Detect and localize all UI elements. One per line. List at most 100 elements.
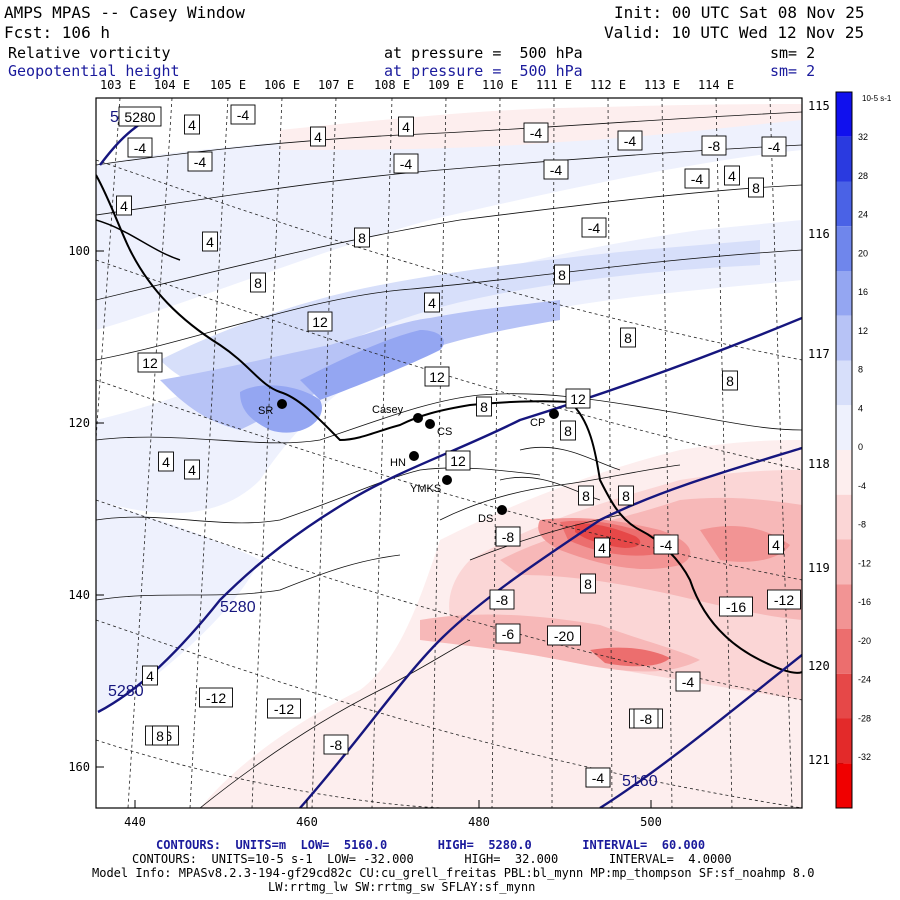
contour-label: 8 <box>580 573 596 594</box>
colorbar-label: -32 <box>858 752 871 762</box>
station-label: Casey <box>372 404 404 416</box>
contour-label: -6 <box>495 623 521 644</box>
svg-text:12: 12 <box>450 453 466 469</box>
svg-text:12: 12 <box>142 355 158 371</box>
colorbar-label: 32 <box>858 132 868 142</box>
contour-label: 4 <box>768 534 784 555</box>
svg-text:5280: 5280 <box>124 109 155 125</box>
colorbar-label: 8 <box>858 365 863 375</box>
contour-label: 4 <box>184 114 200 135</box>
svg-text:8: 8 <box>156 728 164 744</box>
station-label: DS <box>478 513 493 525</box>
contour-label: 8 <box>578 485 594 506</box>
contour-label: 8 <box>722 370 738 391</box>
svg-text:4: 4 <box>428 295 436 311</box>
right-longitude-labels: 115 E 116 E 117 E 118 E 119 E 120 E 121 E <box>808 99 844 767</box>
contour-label: -8 <box>633 708 659 729</box>
svg-text:4: 4 <box>162 454 170 470</box>
contour-label: -4 <box>581 217 607 238</box>
contour-label: -4 <box>523 122 549 143</box>
svg-text:4: 4 <box>206 234 214 250</box>
svg-text:-12: -12 <box>206 690 226 706</box>
field2-name: Geopotential height <box>8 62 180 80</box>
top-longitude-label: 114 E <box>698 78 734 92</box>
svg-text:-4: -4 <box>237 107 250 123</box>
colorbar-swatch <box>836 539 852 585</box>
colorbar-swatch <box>836 629 852 674</box>
contour-label: 8 <box>152 725 168 746</box>
contour-label: -12 <box>199 687 233 708</box>
contour-label: 8 <box>618 485 634 506</box>
colorbar-swatch <box>836 673 852 719</box>
contour-label: -16 <box>719 596 753 617</box>
svg-text:4: 4 <box>188 462 196 478</box>
height-contour-info: CONTOURS: UNITS=m LOW= 5160.0 HIGH= 5280… <box>156 838 706 852</box>
svg-text:4: 4 <box>120 198 128 214</box>
x-axis-label: 460 <box>296 815 318 829</box>
colorbar-frame <box>835 91 853 809</box>
contour-label: 12 <box>137 352 163 373</box>
field1-name: Relative vorticity <box>8 44 171 62</box>
field1-pressure: at pressure = 500 hPa <box>384 44 583 62</box>
top-longitude-label: 108 E <box>374 78 410 92</box>
colorbar-label: -24 <box>858 675 871 685</box>
contour-label: -4 <box>675 671 701 692</box>
svg-text:12: 12 <box>429 369 445 385</box>
svg-text:4: 4 <box>314 129 322 145</box>
station-label: SR <box>258 405 273 417</box>
field2-pressure: at pressure = 500 hPa <box>384 62 583 80</box>
svg-text:8: 8 <box>622 488 630 504</box>
svg-text:4: 4 <box>146 668 154 684</box>
svg-text:-12: -12 <box>274 701 294 717</box>
svg-text:8: 8 <box>564 423 572 439</box>
contour-label: -12 <box>767 589 801 610</box>
contour-label: -4 <box>585 767 611 788</box>
top-longitude-label: 110 E <box>482 78 518 92</box>
contour-label: 8 <box>560 420 576 441</box>
svg-text:-4: -4 <box>592 770 605 786</box>
contour-label: -4 <box>543 159 569 180</box>
field1-smoothing: sm= 2 <box>770 44 816 62</box>
x-axis-label: 500 <box>640 815 662 829</box>
model-info: Model Info: MPASv8.2.3-194-gf29cd82c CU:… <box>92 866 815 880</box>
colorbar-label: 12 <box>858 326 868 336</box>
lat-lon-grid <box>96 98 802 808</box>
right-longitude-label: 119 E <box>808 561 844 575</box>
svg-text:-8: -8 <box>708 138 721 154</box>
colorbar-swatch <box>836 718 852 764</box>
contour-label: -4 <box>761 136 787 157</box>
contour-label: 8 <box>620 327 636 348</box>
colorbar-swatch <box>836 136 852 182</box>
valid-time: Valid: 10 UTC Wed 12 Nov 25 <box>604 23 865 42</box>
svg-text:8: 8 <box>558 267 566 283</box>
svg-text:-4: -4 <box>194 154 207 170</box>
svg-text:8: 8 <box>584 576 592 592</box>
svg-text:8: 8 <box>624 330 632 346</box>
colorbar-unit: 10-5 s-1 <box>862 94 892 103</box>
init-time: Init: 00 UTC Sat 08 Nov 25 <box>614 3 865 22</box>
station-marker <box>442 475 452 485</box>
contour-label: 5280 <box>118 106 162 127</box>
colorbar-swatch <box>836 92 852 137</box>
colorbar-swatch <box>836 584 852 629</box>
model-info-physics: LW:rrtmg_lw SW:rrtmg_sw SFLAY:sf_mynn <box>268 880 536 894</box>
x-axis-label: 480 <box>468 815 490 829</box>
top-longitude-label: 106 E <box>264 78 300 92</box>
contour-label: -4 <box>230 104 256 125</box>
colorbar-swatch <box>836 763 852 808</box>
contour-label: 8 <box>748 177 764 198</box>
contour-label: 4 <box>116 195 132 216</box>
top-longitude-label: 113 E <box>644 78 680 92</box>
x-axis-label: 440 <box>124 815 146 829</box>
contour-label: 4 <box>398 116 414 137</box>
colorbar-swatch <box>836 494 852 540</box>
colorbar-label: -28 <box>858 713 871 723</box>
contour-label: 4 <box>158 451 174 472</box>
y-axis-label: 160 <box>68 760 90 774</box>
svg-text:8: 8 <box>582 488 590 504</box>
map-title: AMPS MPAS -- Casey Window <box>4 3 245 22</box>
station-label: YMKS <box>410 483 441 495</box>
contour-label: 12 <box>445 450 471 471</box>
right-longitude-label: 118 E <box>808 457 844 471</box>
right-longitude-label: 115 E <box>808 99 844 113</box>
